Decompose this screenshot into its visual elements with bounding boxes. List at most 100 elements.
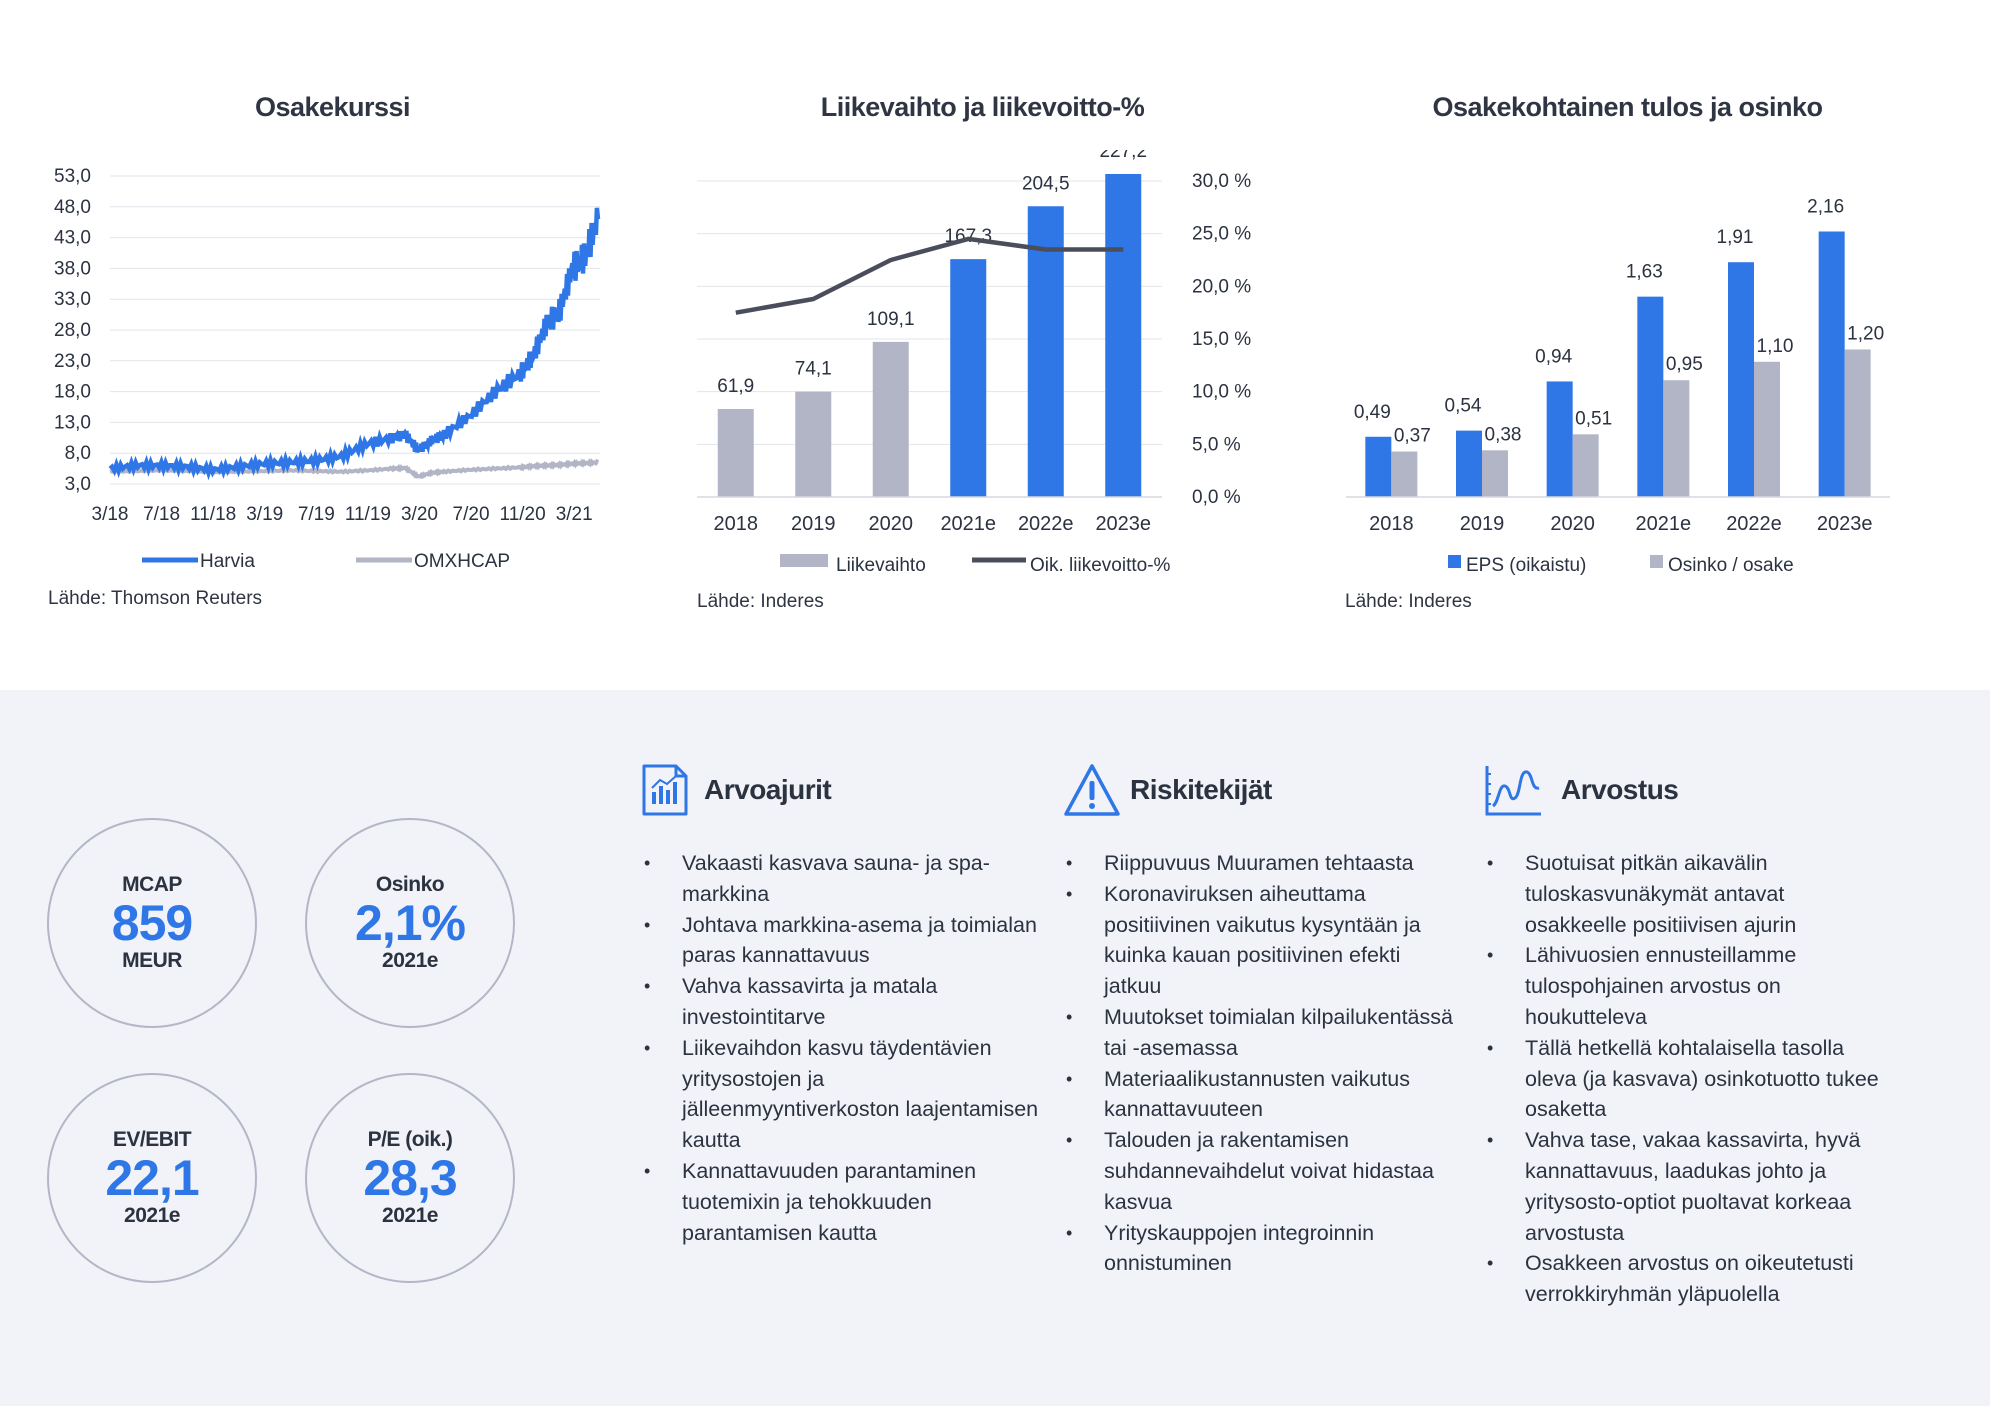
y2-tick-label: 5,0 %	[1192, 434, 1241, 455]
bar-liikevaihto	[872, 341, 909, 497]
eps-chart-source: Lähde: Inderes	[1345, 591, 1472, 612]
valuation-list: Suotuisat pitkän aikavälin tuloskasvunäk…	[1483, 848, 1883, 1310]
bullet-item: Materiaalikustannusten vaikutus kannatta…	[1062, 1064, 1462, 1126]
legend-swatch-liikevaihto	[780, 554, 828, 567]
x-tick-label: 2022e	[1726, 513, 1782, 535]
eps-chart-title: Osakekohtainen tulos ja osinko	[1432, 92, 1823, 122]
bar-liikevaihto	[950, 259, 987, 497]
bar-data-label: 0,49	[1354, 402, 1391, 423]
y-tick-label: 3,0	[65, 474, 91, 495]
bar-dividend	[1482, 450, 1508, 497]
risks-section: Riskitekijät Riippuvuus Muuramen tehtaas…	[1062, 760, 1462, 1275]
bar-liikevaihto	[717, 408, 754, 497]
x-tick-label: 7/18	[143, 504, 180, 525]
stock-chart-title: Osakekurssi	[254, 92, 411, 122]
y2-tick-label: 30,0 %	[1192, 171, 1251, 192]
eps-dividend-chart: 0,490,37 2018 0,540,38 2019 0,94 0,51 2020 1,63…	[1346, 197, 1890, 576]
valuation-section: Arvostus Suotuisat pitkän aikavälin tulo…	[1483, 760, 1883, 1306]
legend-label: Osinko / osake	[1668, 555, 1794, 576]
bullet-item: Talouden ja rakentamisen suhdannevaihdel…	[1062, 1125, 1462, 1217]
x-tick-label: 2018	[1369, 513, 1414, 535]
warning-triangle-icon	[1064, 764, 1120, 816]
bar-data-label: 0,94	[1535, 346, 1572, 367]
value-drivers-list: Vakaasti kasvava sauna- ja spa-markkinaJ…	[640, 848, 1040, 1248]
legend-swatch-eps	[1448, 555, 1461, 568]
bar-data-label: 2,16	[1807, 197, 1844, 218]
bar-dividend	[1844, 349, 1871, 497]
x-tick-label: 2020	[1550, 513, 1595, 535]
y-tick-label: 8,0	[65, 443, 91, 464]
x-tick-label: 2020	[869, 513, 914, 535]
bullet-item: Yrityskauppojen integroinnin onnistumine…	[1062, 1218, 1462, 1280]
x-tick-label: 3/21	[556, 504, 593, 525]
bar-eps	[1546, 381, 1573, 497]
legend-label: Liikevaihto	[836, 555, 926, 576]
kpi-sub: 2021e	[382, 1204, 438, 1227]
x-tick-label: 11/19	[345, 504, 391, 525]
chart-document-icon	[642, 764, 688, 816]
bar-data-label: 0,95	[1666, 354, 1703, 375]
bar-data-label: 0,51	[1575, 408, 1612, 429]
y-tick-label: 23,0	[54, 351, 91, 372]
bar-data-label: 74,1	[795, 359, 832, 380]
legend-label: Oik. liikevoitto-%	[1030, 555, 1171, 576]
kpi-label: Osinko	[375, 873, 445, 896]
y-tick-label: 18,0	[54, 382, 91, 403]
bar-data-label: 0,54	[1445, 396, 1482, 417]
kpi-ev-ebit: EV/EBIT 22,1 2021e	[47, 1073, 257, 1283]
y-tick-label: 43,0	[54, 228, 91, 249]
bullet-item: Lähivuosien ennusteillamme tulospohjaine…	[1483, 940, 1883, 1032]
bar-data-label: 1,10	[1757, 336, 1794, 357]
y2-tick-label: 15,0 %	[1192, 329, 1251, 350]
series-line-margin	[735, 236, 1124, 315]
bar-data-label: 0,38	[1485, 424, 1522, 445]
bullet-item: Riippuvuus Muuramen tehtaasta	[1062, 848, 1462, 879]
bullet-item: Vahva tase, vakaa kassavirta, hyvä kanna…	[1483, 1125, 1883, 1248]
y-tick-label: 38,0	[54, 258, 91, 279]
bar-eps	[1818, 231, 1845, 497]
line-chart-icon	[1485, 766, 1541, 816]
legend-label: EPS (oikaistu)	[1466, 555, 1586, 576]
bar-dividend	[1754, 361, 1780, 497]
bar-liikevaihto	[795, 391, 832, 497]
x-tick-label: 3/19	[246, 504, 283, 525]
y-tick-label: 48,0	[54, 197, 91, 218]
kpi-label: MCAP	[122, 873, 182, 896]
y-tick-label: 53,0	[54, 166, 91, 187]
bullet-item: Muutokset toimialan kilpailukentässä tai…	[1062, 1002, 1462, 1064]
bar-eps	[1728, 262, 1754, 497]
x-tick-label: 2018	[714, 513, 759, 535]
bar-data-label: 1,20	[1847, 324, 1884, 345]
y2-tick-label: 20,0 %	[1192, 276, 1251, 297]
legend-label: OMXHCAP	[414, 551, 510, 572]
kpi-value: 859	[111, 895, 193, 951]
bar-data-label: 0,37	[1394, 426, 1431, 447]
kpi-sub: 2021e	[124, 1204, 180, 1227]
bar-data-label: 204,5	[1022, 173, 1070, 194]
kpi-label: EV/EBIT	[112, 1128, 192, 1151]
x-tick-label: 2021e	[1636, 513, 1692, 535]
bar-data-label: 109,1	[867, 309, 915, 330]
risks-list: Riippuvuus Muuramen tehtaastaKoronaviruk…	[1062, 848, 1462, 1279]
value-drivers-section: Arvoajurit Vakaasti kasvava sauna- ja sp…	[640, 760, 1040, 1245]
revenue-chart-source: Lähde: Inderes	[697, 591, 824, 612]
revenue-chart: 30,0 % 25,0 % 20,0 % 15,0 % 10,0 % 5,0 % 0,0 %…	[697, 150, 1251, 576]
x-tick-label: 11/18	[190, 504, 236, 525]
y2-tick-label: 25,0 %	[1192, 224, 1251, 245]
y-tick-label: 13,0	[54, 412, 91, 433]
kpi-value: 2,1%	[355, 895, 466, 951]
bar-dividend	[1391, 451, 1418, 497]
bar-dividend	[1572, 434, 1599, 497]
kpi-dividend-yield: Osinko 2,1% 2021e	[305, 818, 515, 1028]
y-tick-label: 28,0	[54, 320, 91, 341]
bullet-item: Koronaviruksen aiheuttama positiivinen v…	[1062, 879, 1462, 1002]
x-tick-label: 2023e	[1817, 513, 1873, 535]
y2-tick-label: 0,0 %	[1192, 487, 1241, 508]
bullet-item: Kannattavuuden parantaminen tuotemixin j…	[640, 1156, 1040, 1248]
bar-data-label: 1,91	[1717, 227, 1754, 248]
bar-data-label: 1,63	[1626, 262, 1663, 283]
x-tick-label: 2022e	[1018, 513, 1074, 535]
kpi-mcap: MCAP 859 MEUR	[47, 818, 257, 1028]
x-tick-label: 11/20	[500, 504, 546, 525]
kpi-label: P/E (oik.)	[367, 1128, 453, 1151]
